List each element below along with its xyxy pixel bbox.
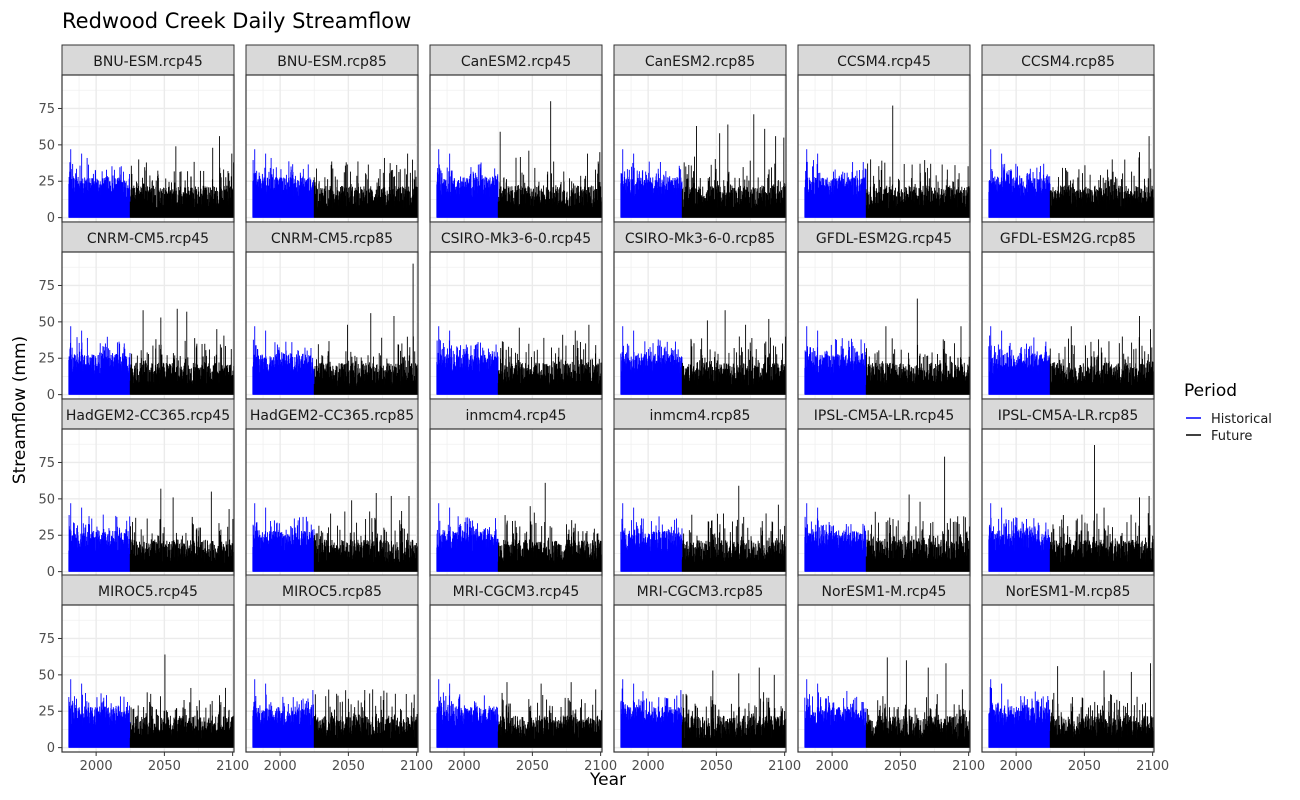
historical-baseflow [252, 380, 315, 395]
facet-strip-label: BNU-ESM.rcp45 [93, 54, 202, 70]
historical-baseflow [988, 203, 1051, 218]
facet-strip [613, 44, 787, 76]
series-future [865, 105, 971, 218]
facet-strip [245, 221, 419, 253]
historical-baseflow [68, 380, 131, 395]
facet-strip [981, 44, 1155, 76]
facet-panel: CCSM4.rcp45 [797, 44, 971, 223]
series-future [1049, 136, 1155, 218]
x-axis-title: Year [589, 770, 626, 790]
series-historical [252, 149, 315, 218]
series-historical [988, 149, 1051, 218]
future-baseflow [130, 387, 234, 395]
chart-title: Redwood Creek Daily Streamflow [62, 9, 411, 33]
series-historical [804, 149, 867, 218]
series-future [129, 308, 235, 395]
future-baseflow [498, 210, 602, 218]
series-historical [436, 149, 499, 218]
series-future [497, 101, 603, 218]
facet-strip-label: BNU-ESM.rcp85 [277, 54, 386, 70]
series-future [129, 136, 235, 218]
facet-strip-label: CanESM2.rcp45 [461, 54, 571, 70]
facet-strip [245, 44, 419, 76]
facet-panel: CanESM2.rcp45 [429, 44, 603, 223]
historical-baseflow [436, 203, 499, 218]
facet-strip [61, 221, 235, 253]
historical-baseflow [804, 203, 867, 218]
future-baseflow [314, 210, 418, 218]
facet-panel: CNRM-CM5.rcp85 [245, 221, 419, 400]
series-historical [68, 326, 131, 395]
facet-strip-label: CNRM-CM5.rcp45 [87, 231, 209, 247]
facet-strip-label: CNRM-CM5.rcp85 [271, 231, 393, 247]
series-future [681, 114, 787, 218]
series-future [313, 153, 419, 218]
future-baseflow [130, 210, 234, 218]
series-historical [68, 149, 131, 218]
facet-strip [61, 44, 235, 76]
facet-panel: CNRM-CM5.rcp45 [61, 221, 235, 400]
facet-strip [797, 44, 971, 76]
facet-panels: BNU-ESM.rcp45 BNU-ESM.rcp85 CanESM2.rcp45 C… [61, 44, 1155, 753]
y-axis-title: Streamflow (mm) [10, 336, 30, 484]
facet-panel: CCSM4.rcp85 [981, 44, 1155, 223]
series-historical [252, 326, 315, 395]
series-historical [620, 149, 683, 218]
future-baseflow [866, 210, 970, 218]
facet-strip-label: CCSM4.rcp85 [1021, 54, 1115, 70]
series-future [313, 263, 419, 395]
historical-baseflow [252, 203, 315, 218]
facet-panel: CanESM2.rcp85 [613, 44, 787, 223]
facet-strip-label: CCSM4.rcp45 [837, 54, 931, 70]
future-baseflow [682, 210, 786, 218]
facet-panel: BNU-ESM.rcp45 [61, 44, 235, 223]
historical-baseflow [68, 203, 131, 218]
facet-panel: BNU-ESM.rcp85 [245, 44, 419, 223]
facet-strip-label: CanESM2.rcp85 [645, 54, 755, 70]
panel-grid [614, 75, 786, 222]
future-baseflow [1050, 210, 1154, 218]
historical-baseflow [620, 203, 683, 218]
